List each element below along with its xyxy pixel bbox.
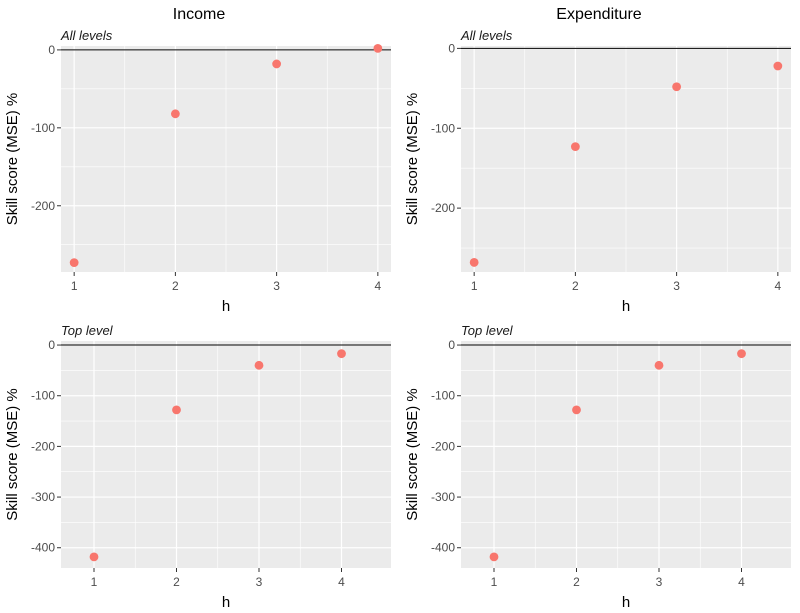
panel-top-left: -200 -100 0 1 2 3 4 All levels h Skill score (MSE… — [4, 28, 391, 315]
column-title-expenditure: Expenditure — [556, 6, 641, 23]
data-point — [489, 552, 499, 562]
data-point — [572, 405, 581, 415]
data-point — [272, 59, 282, 69]
x-axis-title: h — [222, 594, 230, 611]
data-point — [172, 405, 181, 415]
y-tick-label: -400 — [31, 541, 55, 555]
column-title-income: Income — [173, 6, 226, 23]
data-point — [69, 258, 79, 268]
data-point — [773, 61, 783, 71]
x-tick-label: 1 — [71, 279, 78, 293]
data-point — [570, 142, 580, 152]
data-point — [170, 109, 180, 119]
panel-subtitle: All levels — [60, 28, 113, 43]
x-axis-title: h — [622, 298, 630, 315]
y-axis-title: Skill score (MSE) % — [4, 93, 21, 226]
y-tick-label: -100 — [431, 121, 455, 135]
y-axis-title: Skill score (MSE) % — [404, 388, 421, 521]
plot-background — [461, 341, 791, 568]
panel-subtitle: All levels — [460, 28, 513, 43]
y-tick-label: 0 — [448, 41, 455, 55]
data-point — [373, 43, 383, 53]
x-tick-label: 1 — [91, 575, 98, 589]
x-tick-label: 2 — [172, 279, 179, 293]
y-tick-label: -300 — [31, 490, 55, 504]
y-tick-label: 0 — [448, 338, 455, 352]
x-tick-label: 4 — [374, 279, 381, 293]
x-tick-label: 2 — [573, 575, 580, 589]
panel-subtitle: Top level — [461, 323, 514, 338]
y-tick-label: -200 — [31, 439, 55, 453]
data-point — [337, 349, 346, 359]
x-tick-label: 3 — [656, 575, 663, 589]
y-tick-label: 0 — [48, 43, 55, 57]
data-point — [654, 360, 664, 370]
data-point — [737, 349, 746, 359]
y-tick-label: -100 — [31, 389, 55, 403]
y-tick-label: -100 — [431, 389, 455, 403]
x-tick-label: 2 — [173, 575, 180, 589]
y-tick-label: -400 — [431, 541, 455, 555]
panel-bottom-right: -400 -300 -200 -100 0 1 2 3 4 Top level h Skill sco… — [404, 323, 791, 611]
y-tick-label: -200 — [431, 201, 455, 215]
y-axis-title: Skill score (MSE) % — [4, 388, 21, 521]
x-tick-label: 3 — [673, 279, 680, 293]
panel-top-right: -200 -100 0 1 2 3 4 All levels h Skill score (MSE… — [404, 28, 791, 315]
y-tick-label: -200 — [31, 199, 55, 213]
data-point — [89, 552, 99, 562]
panel-bottom-left: -400 -300 -200 -100 0 1 2 3 4 Top level h Skill sco… — [4, 323, 391, 611]
data-point — [254, 360, 264, 370]
x-axis-title: h — [222, 298, 230, 315]
x-tick-label: 3 — [273, 279, 280, 293]
x-tick-label: 1 — [491, 575, 498, 589]
data-point — [672, 82, 682, 92]
x-tick-label: 4 — [774, 279, 781, 293]
data-point — [469, 258, 479, 267]
x-tick-label: 1 — [471, 279, 478, 293]
y-tick-label: -300 — [431, 490, 455, 504]
x-tick-label: 4 — [338, 575, 345, 589]
panel-subtitle: Top level — [61, 323, 114, 338]
x-tick-label: 3 — [256, 575, 263, 589]
x-tick-label: 4 — [738, 575, 745, 589]
y-tick-label: -200 — [431, 439, 455, 453]
y-axis-title: Skill score (MSE) % — [404, 93, 421, 226]
y-tick-label: -100 — [31, 121, 55, 135]
plot-background — [61, 341, 391, 568]
x-axis-title: h — [622, 594, 630, 611]
x-tick-label: 2 — [572, 279, 579, 293]
y-tick-label: 0 — [48, 338, 55, 352]
